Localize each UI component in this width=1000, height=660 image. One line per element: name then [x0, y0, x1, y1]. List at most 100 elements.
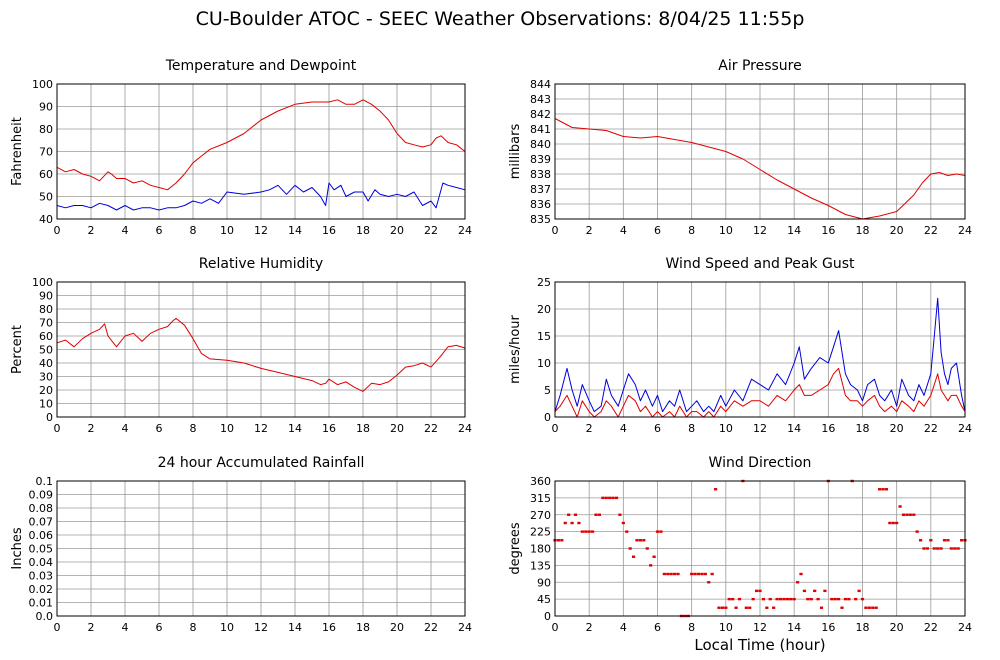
x-tick-label: 16 — [821, 621, 835, 634]
y-tick-label: 50 — [39, 191, 53, 204]
y-tick-label: 80 — [39, 123, 53, 136]
x-tick-label: 10 — [719, 224, 733, 237]
y-tick-label: 0.09 — [29, 489, 54, 502]
data-point — [953, 547, 957, 550]
x-tick-label: 14 — [787, 621, 801, 634]
data-point — [693, 572, 697, 576]
y-tick-label: 0.04 — [29, 556, 54, 569]
x-tick-label: 18 — [856, 224, 870, 237]
data-point — [628, 547, 632, 550]
data-point — [621, 521, 625, 525]
y-axis-label: Inches — [10, 527, 25, 569]
figure-title: CU-Boulder ATOC - SEEC Weather Observati… — [195, 8, 805, 30]
x-tick-label: 12 — [254, 224, 268, 237]
y-tick-label: 25 — [537, 276, 551, 289]
data-point — [700, 572, 704, 576]
y-axis-label: miles/hour — [508, 314, 523, 383]
y-tick-label: 0.0 — [36, 610, 54, 623]
y-tick-label: 836 — [530, 198, 551, 211]
y-tick-label: 843 — [530, 93, 551, 106]
data-point — [659, 530, 663, 533]
data-point — [652, 555, 656, 558]
x-tick-label: 10 — [220, 422, 234, 435]
x-tick-label: 8 — [190, 224, 197, 237]
data-point — [560, 539, 564, 542]
x-tick-label: 8 — [190, 621, 197, 634]
y-tick-label: 180 — [530, 543, 551, 556]
x-tick-label: 10 — [719, 422, 733, 435]
x-tick-label: 2 — [88, 621, 95, 634]
y-tick-label: 0.01 — [29, 597, 54, 610]
data-point — [840, 606, 844, 609]
y-tick-label: 838 — [530, 168, 551, 181]
x-tick-label: 6 — [156, 224, 163, 237]
data-point — [737, 597, 742, 601]
y-tick-label: 0.03 — [29, 570, 54, 583]
y-tick-label: 315 — [530, 492, 551, 505]
data-point — [635, 539, 639, 542]
data-point — [751, 597, 755, 601]
data-point — [830, 597, 834, 601]
x-tick-label: 2 — [586, 224, 593, 237]
x-tick-label: 16 — [821, 422, 835, 435]
y-tick-label: 0.07 — [29, 516, 54, 529]
y-tick-label: 90 — [39, 101, 53, 114]
x-tick-label: 16 — [821, 224, 835, 237]
data-point — [645, 547, 649, 550]
data-point — [854, 597, 858, 601]
x-tick-label: 24 — [958, 422, 972, 435]
y-tick-label: 15 — [537, 330, 551, 343]
y-axis-label: degrees — [508, 522, 523, 575]
chart-title: Wind Speed and Peak Gust — [666, 256, 855, 272]
y-tick-label: 270 — [530, 509, 551, 522]
data-point — [655, 530, 660, 533]
data-point — [806, 597, 810, 601]
x-tick-label: 4 — [620, 422, 627, 435]
data-point — [590, 530, 595, 533]
x-tick-label: 18 — [356, 422, 370, 435]
x-tick-label: 2 — [586, 422, 593, 435]
y-tick-label: 10 — [39, 398, 53, 411]
x-tick-label: 4 — [122, 224, 129, 237]
y-tick-label: 60 — [39, 168, 53, 181]
data-point — [567, 513, 571, 516]
y-tick-label: 50 — [39, 344, 53, 357]
x-tick-label: 0 — [552, 224, 559, 237]
y-tick-label: 100 — [32, 276, 53, 289]
x-tick-label: 22 — [424, 422, 438, 435]
x-tick-label: 14 — [288, 224, 302, 237]
y-tick-label: 5 — [544, 384, 551, 397]
x-tick-label: 10 — [220, 224, 234, 237]
data-point — [601, 496, 605, 500]
chart-title: Wind Direction — [709, 455, 812, 471]
plot-frame — [554, 480, 966, 617]
data-point — [942, 539, 947, 542]
x-tick-label: 18 — [856, 621, 870, 634]
data-point — [901, 513, 906, 516]
x-tick-label: 14 — [787, 224, 801, 237]
data-point — [713, 488, 718, 491]
y-tick-label: 360 — [530, 475, 551, 488]
x-tick-label: 4 — [122, 621, 129, 634]
data-point — [717, 606, 721, 609]
data-point — [625, 530, 629, 533]
y-tick-label: 40 — [39, 357, 53, 370]
x-tick-label: 22 — [424, 621, 438, 634]
data-point — [946, 539, 950, 542]
data-point — [614, 496, 619, 500]
x-tick-label: 24 — [458, 422, 472, 435]
data-point — [778, 597, 783, 601]
x-tick-label: 18 — [356, 224, 370, 237]
data-point — [720, 606, 725, 609]
y-tick-label: 0 — [544, 610, 551, 623]
y-tick-label: 837 — [530, 183, 551, 196]
x-tick-label: 22 — [424, 224, 438, 237]
y-axis-label: Percent — [10, 325, 25, 374]
data-point — [813, 589, 817, 593]
x-tick-label: 6 — [654, 224, 661, 237]
data-point — [744, 606, 748, 609]
data-point — [864, 606, 868, 609]
